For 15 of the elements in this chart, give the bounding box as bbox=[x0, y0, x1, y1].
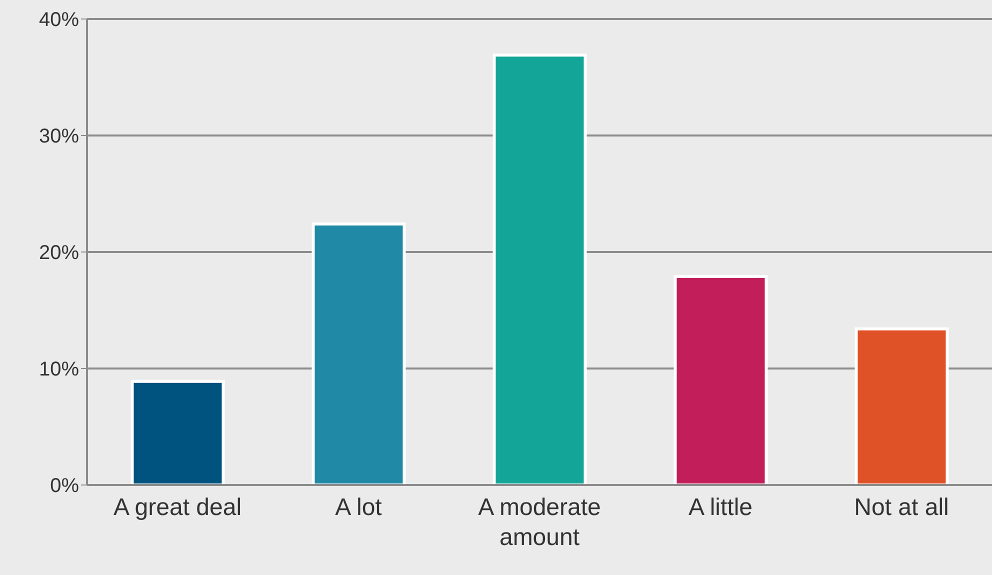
x-tick-label: A moderate amount bbox=[478, 494, 601, 551]
x-tick-label: A little bbox=[688, 494, 753, 521]
x-tick-label: A lot bbox=[335, 494, 382, 521]
x-tick-label: A great deal bbox=[113, 494, 242, 521]
x-tick-label: Not at all bbox=[854, 494, 949, 521]
y-tick-label: 10% bbox=[38, 358, 80, 381]
y-tick-label: 20% bbox=[38, 242, 80, 264]
bar bbox=[130, 380, 225, 485]
bar bbox=[854, 327, 949, 485]
y-tick-label: 30% bbox=[38, 126, 80, 148]
bar bbox=[674, 274, 768, 485]
y-tick-label: 0% bbox=[50, 475, 80, 498]
y-tick-label: 40% bbox=[38, 9, 80, 32]
bar bbox=[312, 222, 406, 485]
bar bbox=[492, 54, 587, 485]
